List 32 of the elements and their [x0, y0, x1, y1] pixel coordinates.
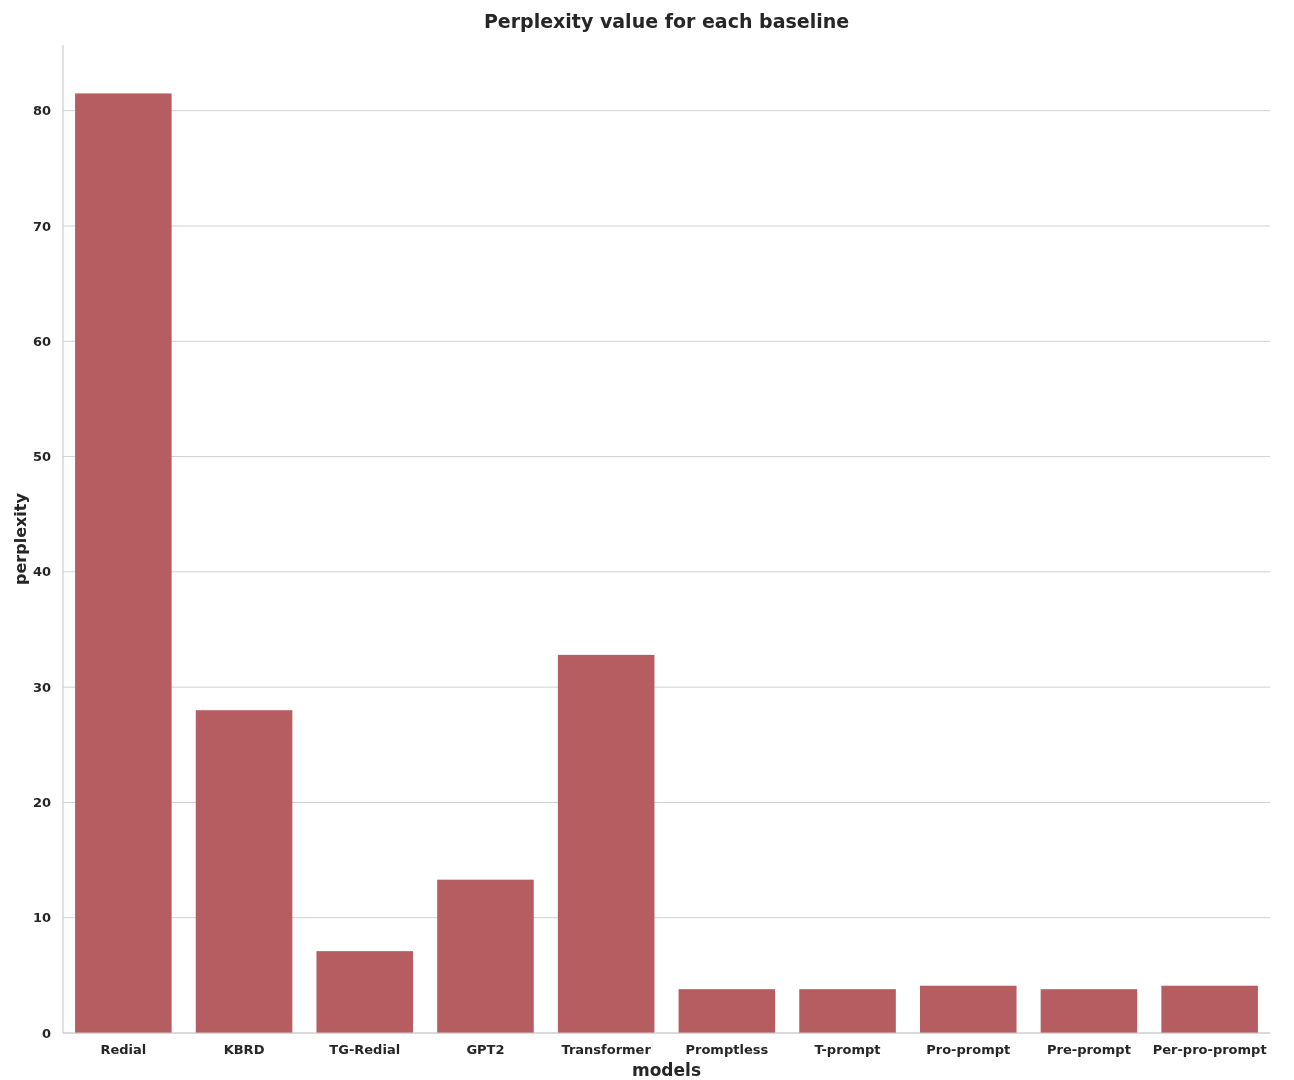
x-tick-label: T-prompt: [814, 1042, 881, 1057]
bar: [75, 93, 172, 1033]
y-tick-label: 30: [32, 679, 51, 695]
bar: [1161, 985, 1258, 1033]
x-tick-label: GPT2: [466, 1042, 505, 1057]
y-tick-label: 70: [32, 218, 51, 234]
y-axis-title: perplexity: [11, 492, 30, 585]
bar: [557, 654, 655, 1033]
x-tick-label: Pre-prompt: [1047, 1042, 1131, 1057]
bar: [437, 879, 534, 1033]
x-tick-label: TG-Redial: [329, 1042, 401, 1057]
x-axis-title: models: [631, 1060, 702, 1080]
bar: [316, 951, 414, 1033]
y-tick-label: 0: [41, 1025, 51, 1041]
x-tick-label: Pro-prompt: [926, 1042, 1011, 1057]
bar: [1040, 989, 1138, 1033]
x-tick-label: KBRD: [223, 1042, 265, 1057]
y-tick-label: 80: [32, 103, 51, 119]
y-tick-label: 20: [32, 794, 51, 810]
bar: [678, 989, 776, 1033]
x-tick-label: Promptless: [685, 1042, 769, 1057]
x-tick-label: Redial: [100, 1042, 147, 1057]
bar: [799, 989, 896, 1033]
y-tick-label: 50: [32, 449, 51, 465]
bar: [919, 985, 1017, 1033]
bar: [195, 710, 293, 1033]
x-tick-label: Per-pro-prompt: [1152, 1042, 1267, 1057]
x-tick-label: Transformer: [561, 1042, 652, 1057]
y-tick-label: 10: [32, 910, 51, 926]
y-tick-label: 60: [32, 333, 51, 349]
y-tick-label: 40: [32, 564, 51, 580]
chart-title: Perplexity value for each baseline: [483, 10, 850, 32]
